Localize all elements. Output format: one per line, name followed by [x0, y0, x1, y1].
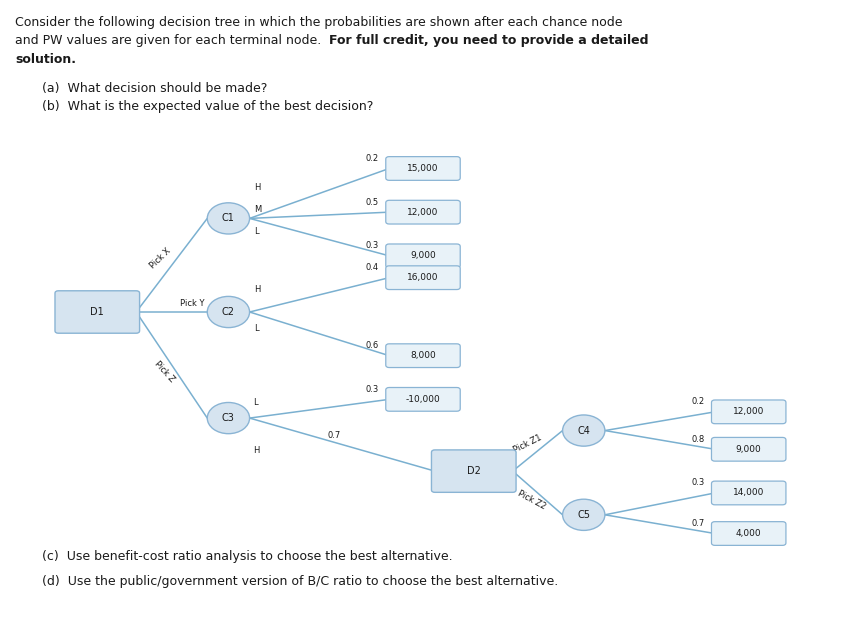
Text: and PW values are given for each terminal node.: and PW values are given for each termina… — [15, 34, 326, 47]
Text: (c)  Use benefit-cost ratio analysis to choose the best alternative.: (c) Use benefit-cost ratio analysis to c… — [42, 550, 453, 563]
FancyBboxPatch shape — [55, 291, 140, 333]
Circle shape — [207, 203, 250, 234]
Text: 0.2: 0.2 — [691, 397, 705, 406]
FancyBboxPatch shape — [711, 437, 786, 461]
Text: 9,000: 9,000 — [410, 251, 436, 260]
Text: D1: D1 — [91, 307, 104, 317]
Text: H: H — [253, 446, 260, 455]
Text: 0.7: 0.7 — [327, 431, 341, 439]
Text: H: H — [254, 285, 261, 293]
FancyBboxPatch shape — [711, 481, 786, 505]
Text: For full credit, you need to provide a detailed: For full credit, you need to provide a d… — [329, 34, 649, 47]
Text: Pick Y: Pick Y — [180, 300, 205, 308]
Text: C3: C3 — [222, 413, 235, 423]
Text: Pick X: Pick X — [148, 247, 173, 271]
Circle shape — [563, 499, 605, 530]
FancyBboxPatch shape — [386, 344, 460, 368]
Text: 0.2: 0.2 — [365, 154, 379, 163]
Circle shape — [207, 296, 250, 328]
FancyBboxPatch shape — [711, 522, 786, 545]
FancyBboxPatch shape — [386, 244, 460, 268]
Text: 0.5: 0.5 — [365, 198, 379, 207]
Text: 0.6: 0.6 — [365, 341, 379, 350]
Text: L: L — [253, 399, 257, 407]
Text: D2: D2 — [467, 466, 481, 476]
Text: C4: C4 — [577, 426, 591, 436]
Text: 0.3: 0.3 — [691, 479, 705, 487]
Text: L: L — [254, 324, 258, 333]
FancyBboxPatch shape — [711, 400, 786, 424]
Text: Pick Z1: Pick Z1 — [512, 433, 543, 454]
Circle shape — [207, 402, 250, 434]
Text: C1: C1 — [222, 213, 235, 223]
Text: -10,000: -10,000 — [405, 395, 441, 404]
Text: 4,000: 4,000 — [736, 529, 761, 538]
Text: (a)  What decision should be made?: (a) What decision should be made? — [42, 82, 267, 95]
Text: 16,000: 16,000 — [407, 273, 439, 282]
Text: 9,000: 9,000 — [736, 445, 761, 454]
FancyBboxPatch shape — [431, 450, 516, 492]
Text: Consider the following decision tree in which the probabilities are shown after : Consider the following decision tree in … — [15, 16, 623, 29]
Text: 15,000: 15,000 — [407, 164, 439, 173]
Text: (b)  What is the expected value of the best decision?: (b) What is the expected value of the be… — [42, 100, 374, 113]
FancyBboxPatch shape — [386, 200, 460, 224]
Text: 0.3: 0.3 — [365, 241, 379, 250]
Text: C5: C5 — [577, 510, 591, 520]
Text: L: L — [254, 227, 258, 236]
Text: 12,000: 12,000 — [407, 208, 439, 217]
FancyBboxPatch shape — [386, 266, 460, 290]
FancyBboxPatch shape — [386, 157, 460, 180]
Text: (d)  Use the public/government version of B/C ratio to choose the best alternati: (d) Use the public/government version of… — [42, 575, 558, 588]
Text: Pick Z: Pick Z — [152, 359, 176, 384]
Text: 0.4: 0.4 — [365, 263, 379, 272]
Text: C2: C2 — [222, 307, 235, 317]
Text: M: M — [254, 205, 261, 214]
Text: Pick Z2: Pick Z2 — [516, 489, 547, 511]
Text: solution.: solution. — [15, 53, 76, 66]
FancyBboxPatch shape — [386, 388, 460, 411]
Text: 14,000: 14,000 — [733, 489, 765, 497]
Text: 0.8: 0.8 — [691, 435, 705, 444]
Text: 12,000: 12,000 — [733, 407, 765, 416]
Text: 8,000: 8,000 — [410, 351, 436, 360]
Text: H: H — [254, 183, 261, 192]
Circle shape — [563, 415, 605, 446]
Text: 0.3: 0.3 — [365, 385, 379, 394]
Text: 0.7: 0.7 — [691, 519, 705, 528]
